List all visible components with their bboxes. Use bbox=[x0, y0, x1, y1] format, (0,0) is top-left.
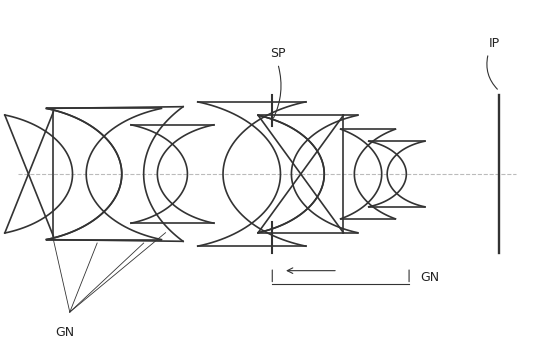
Text: GN: GN bbox=[420, 271, 439, 284]
Text: IP: IP bbox=[488, 37, 499, 50]
Text: GN: GN bbox=[55, 326, 74, 339]
Text: SP: SP bbox=[270, 47, 285, 60]
